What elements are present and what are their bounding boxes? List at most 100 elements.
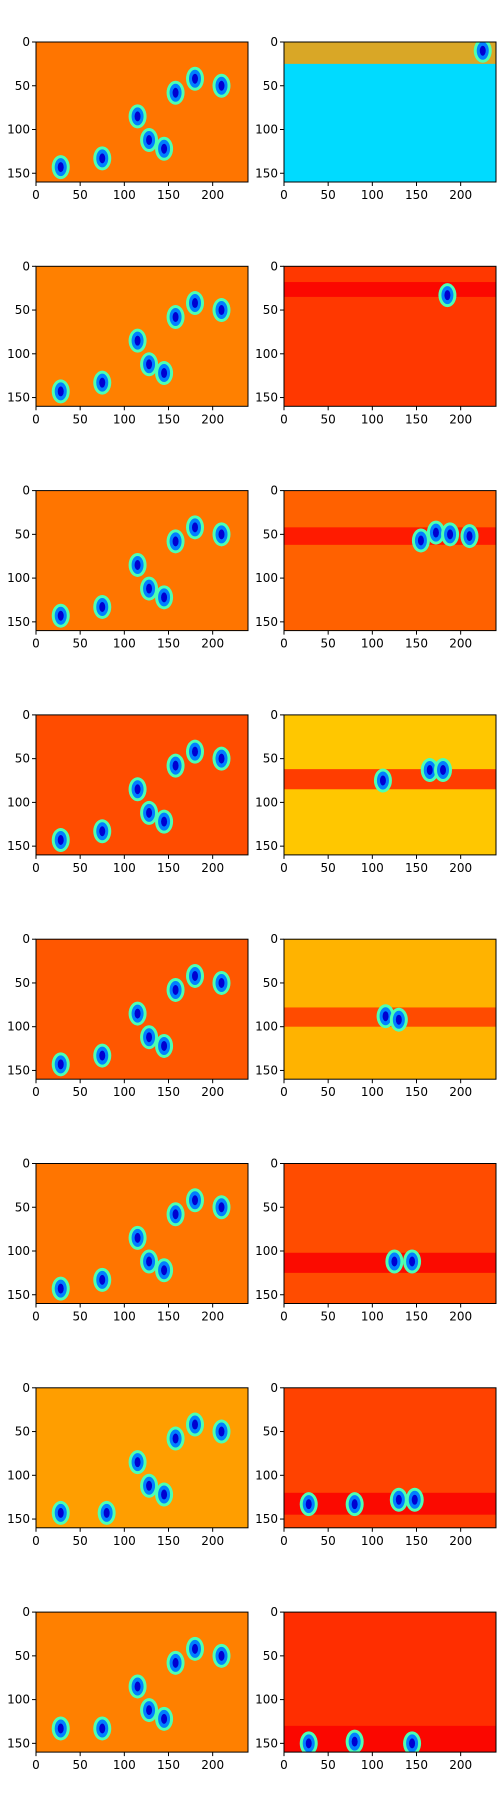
heatmap-blob-core <box>172 312 179 323</box>
y-tick-label: 0 <box>270 708 278 722</box>
x-tick-label: 200 <box>201 861 224 875</box>
x-tick-label: 100 <box>113 1534 136 1548</box>
heatmap-blob-core <box>409 1256 416 1267</box>
heatmap-blob-core <box>432 527 439 538</box>
heatmap-blob-core <box>218 305 225 316</box>
y-tick-label: 100 <box>7 347 30 361</box>
heatmap-blob-core <box>172 1657 179 1668</box>
y-tick-label: 50 <box>15 303 30 317</box>
heatmap-blob-core <box>192 1419 198 1430</box>
y-tick-label: 0 <box>22 1157 30 1171</box>
y-tick-label: 0 <box>270 259 278 273</box>
heatmap-blob-core <box>172 760 179 771</box>
y-tick-label: 0 <box>270 1157 278 1171</box>
axes-frame <box>35 714 249 856</box>
heatmap-r5-left <box>36 1163 248 1304</box>
heatmap-blob-core <box>99 1050 106 1061</box>
x-tick-label: 0 <box>280 188 288 202</box>
heatmap-blob-core <box>161 1489 168 1500</box>
x-tick-label: 50 <box>73 1310 88 1324</box>
heatmap-blob-core <box>351 1736 358 1747</box>
heatmap-blob-core <box>444 290 451 301</box>
x-tick-label: 150 <box>405 188 428 202</box>
heatmap-blob-core <box>466 531 473 542</box>
heatmap-blob-core <box>395 1494 402 1505</box>
heatmap-band <box>284 282 496 297</box>
y-tick-label: 0 <box>270 932 278 946</box>
y-tick-label: 0 <box>22 932 30 946</box>
axes-frame <box>283 1163 497 1304</box>
x-tick-label: 100 <box>361 1085 384 1099</box>
axes-frame <box>35 1611 249 1753</box>
axes-frame <box>283 490 497 632</box>
x-tick-label: 150 <box>157 1534 180 1548</box>
x-tick-label: 200 <box>201 412 224 426</box>
x-tick-label: 50 <box>73 637 88 651</box>
x-tick-label: 0 <box>32 412 40 426</box>
x-tick-label: 200 <box>449 188 472 202</box>
x-tick-label: 200 <box>449 1534 472 1548</box>
heatmap-blob-core <box>172 87 179 98</box>
heatmap-blob-core <box>57 835 64 846</box>
y-tick-label: 100 <box>255 347 278 361</box>
axes-frame <box>283 265 497 407</box>
y-tick-label: 150 <box>7 1512 30 1526</box>
y-tick-label: 150 <box>7 166 30 180</box>
x-tick-label: 50 <box>73 188 88 202</box>
panel-r7-right: 0 50 100 150 200 0 50 100 150 <box>255 1605 497 1772</box>
heatmap-blob-core <box>99 153 106 164</box>
heatmap-blob-core <box>103 1507 110 1518</box>
heatmap-r0-right <box>284 42 496 182</box>
y-tick-label: 50 <box>263 752 278 766</box>
x-tick-label: 50 <box>321 412 336 426</box>
x-tick-label: 50 <box>321 188 336 202</box>
heatmap-blob-core <box>57 386 64 397</box>
y-tick-label: 50 <box>15 527 30 541</box>
y-tick-label: 50 <box>15 976 30 990</box>
x-tick-label: 0 <box>32 637 40 651</box>
panel-r4-right: 0 50 100 150 200 0 50 100 150 <box>255 932 497 1099</box>
heatmap-blob-core <box>218 1650 225 1661</box>
y-tick-label: 0 <box>270 1381 278 1395</box>
y-tick-label: 150 <box>255 615 278 629</box>
x-tick-label: 0 <box>280 412 288 426</box>
panel-r7-left: 0 50 100 150 200 0 50 100 150 <box>7 1605 249 1772</box>
heatmap-blob-core <box>57 610 64 621</box>
heatmap-blob-core <box>382 1011 389 1022</box>
x-tick-label: 150 <box>157 1310 180 1324</box>
x-tick-label: 200 <box>201 637 224 651</box>
heatmap-r5-right <box>284 1163 496 1304</box>
y-tick-label: 100 <box>7 795 30 809</box>
y-tick-label: 150 <box>255 391 278 405</box>
x-tick-label: 150 <box>405 861 428 875</box>
y-tick-label: 100 <box>7 123 30 137</box>
x-tick-label: 150 <box>157 412 180 426</box>
axes-frame <box>283 714 497 856</box>
heatmap-blob-core <box>172 536 179 547</box>
panel-r3-left: 0 50 100 150 200 0 50 100 150 <box>7 708 249 875</box>
x-tick-label: 200 <box>201 1085 224 1099</box>
heatmap-blob-core <box>99 1723 106 1734</box>
x-tick-label: 100 <box>113 861 136 875</box>
y-tick-label: 150 <box>7 391 30 405</box>
x-tick-label: 100 <box>361 188 384 202</box>
x-tick-label: 50 <box>73 1758 88 1772</box>
y-tick-label: 50 <box>15 752 30 766</box>
heatmap-r3-left <box>36 714 248 855</box>
heatmap-blob-core <box>161 592 168 603</box>
heatmap-blob-core <box>218 529 225 540</box>
heatmap-blob-core <box>134 1681 141 1692</box>
y-tick-label: 150 <box>7 1736 30 1750</box>
x-tick-label: 100 <box>361 1534 384 1548</box>
axes-frame <box>283 1611 497 1753</box>
y-tick-label: 0 <box>22 35 30 49</box>
heatmap-blob-core <box>172 1433 179 1444</box>
y-tick-label: 100 <box>255 1244 278 1258</box>
axes-frame <box>35 265 249 407</box>
heatmap-blob-core <box>218 1426 225 1437</box>
x-tick-label: 50 <box>73 1534 88 1548</box>
heatmap-blob-core <box>192 298 198 309</box>
panel-r2-left: 0 50 100 150 200 0 50 100 150 <box>7 484 249 651</box>
y-tick-label: 50 <box>15 1649 30 1663</box>
